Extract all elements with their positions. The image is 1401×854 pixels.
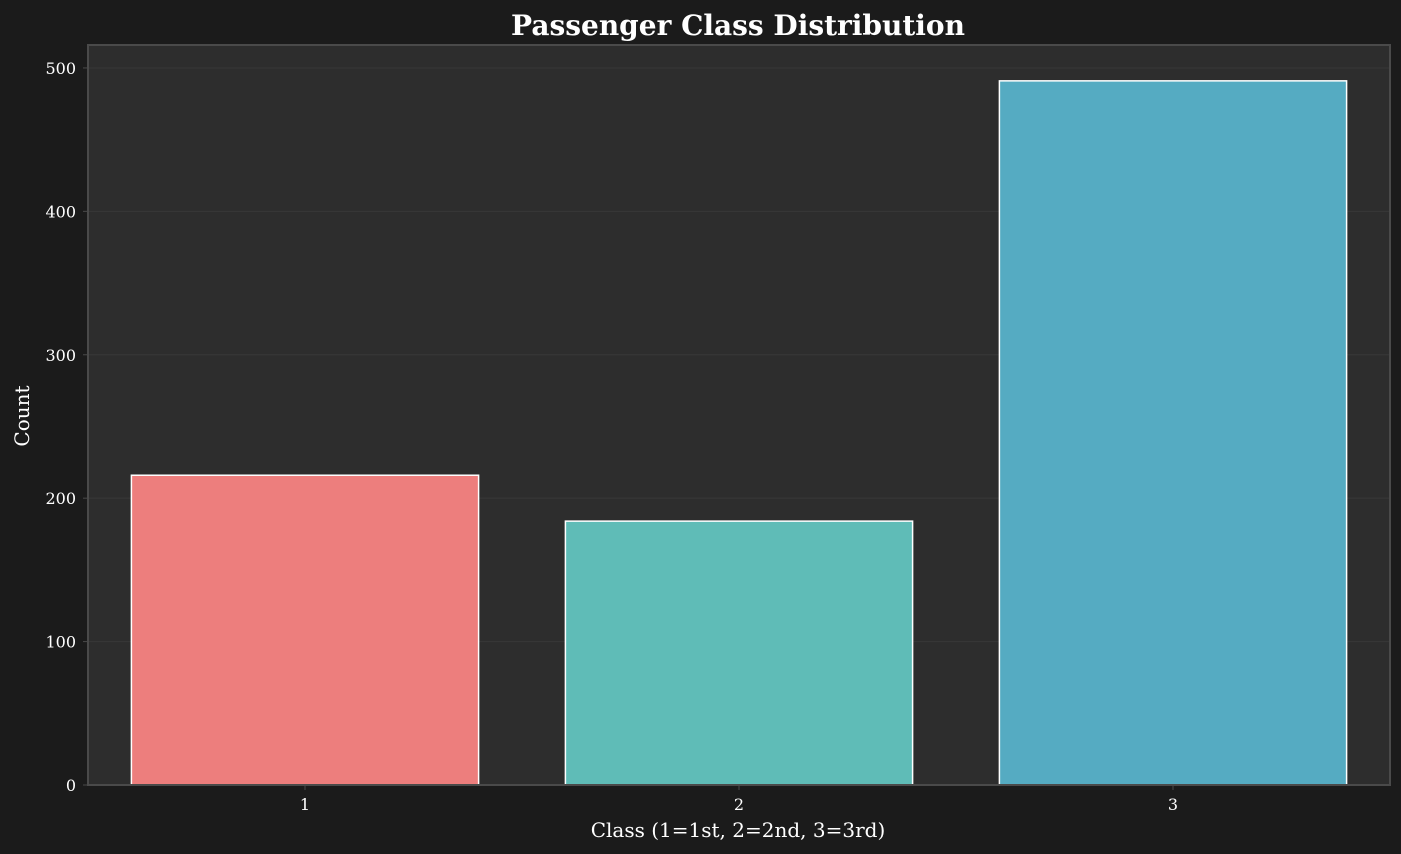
y-axis-label: Count: [10, 385, 34, 446]
y-tick-label: 0: [66, 776, 76, 795]
y-tick-label: 300: [45, 346, 76, 365]
y-tick-label: 200: [45, 489, 76, 508]
y-tick-label: 400: [45, 202, 76, 221]
x-tick-label: 2: [734, 795, 744, 814]
x-tick-label: 1: [300, 795, 310, 814]
x-axis-label: Class (1=1st, 2=2nd, 3=3rd): [591, 818, 886, 842]
x-tick-label: 3: [1168, 795, 1178, 814]
chart-title: Passenger Class Distribution: [511, 9, 965, 42]
bar-class-1: [130, 474, 480, 786]
y-axis-ticks: 0 100 200 300 400 500: [45, 59, 88, 795]
bar-class-2: [564, 520, 914, 786]
bar-class-3: [998, 80, 1348, 786]
y-tick-label: 500: [45, 59, 76, 78]
bars: [130, 80, 1348, 786]
y-tick-label: 100: [45, 633, 76, 652]
x-axis-ticks: 1 2 3: [300, 785, 1178, 814]
